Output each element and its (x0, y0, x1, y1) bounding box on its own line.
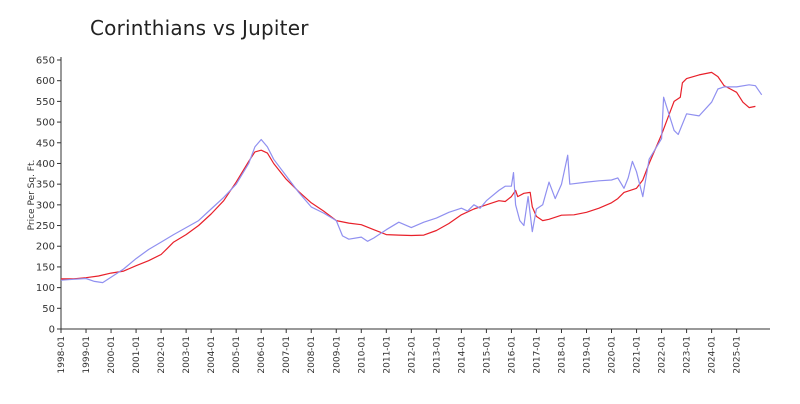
x-tick-label: 1998-01 (57, 336, 67, 374)
x-tick-label: 2008-01 (307, 336, 317, 374)
x-tick-label: 2019-01 (582, 336, 592, 374)
axes: 0 50 100 150 200 250 300 350 400 450 500 550 600 650 1… (36, 56, 770, 374)
y-tick-label: 600 (36, 76, 55, 87)
x-tick-label: 2023-01 (683, 336, 693, 374)
y-tick-label: 100 (36, 283, 55, 294)
x-tick-label: 2012-01 (407, 336, 417, 374)
y-tick-label: 400 (36, 159, 55, 170)
y-tick-label: 50 (42, 304, 55, 315)
chart-title: Corinthians vs Jupiter (90, 16, 309, 40)
x-tick-label: 2022-01 (658, 336, 668, 374)
x-tick-label: 2024-01 (708, 336, 718, 374)
y-tick-label: 300 (36, 200, 55, 211)
y-tick-label: 450 (36, 138, 55, 149)
series-line-2 (60, 84, 763, 284)
x-tick-label: 2014-01 (457, 336, 467, 374)
x-tick-label: 2016-01 (507, 336, 517, 374)
x-tick-label: 2000-01 (107, 336, 117, 374)
y-axis-label: Price Per Sq. Ft. (27, 160, 37, 231)
x-tick-label: 2018-01 (557, 336, 567, 374)
x-tick-label: 2001-01 (132, 336, 142, 374)
x-tick-label: 2025-01 (733, 336, 743, 374)
series-layer (60, 71, 763, 284)
x-tick-label: 2005-01 (232, 336, 242, 374)
x-tick-label: 2004-01 (207, 336, 217, 374)
x-tick-label: 2010-01 (357, 336, 367, 374)
x-tick-label: 2013-01 (432, 336, 442, 374)
x-tick-label: 2006-01 (257, 336, 267, 374)
x-tick-label: 2009-01 (332, 336, 342, 374)
series-line-1 (61, 71, 756, 280)
x-tick-label: 2011-01 (382, 336, 392, 374)
x-tick-label: 2015-01 (482, 336, 492, 374)
y-tick-label: 0 (49, 325, 55, 336)
y-tick-label: 650 (36, 56, 55, 67)
x-tick-label: 2021-01 (633, 336, 643, 374)
y-tick-label: 550 (36, 97, 55, 108)
x-tick-label: 2017-01 (532, 336, 542, 374)
x-tick-label: 2002-01 (157, 336, 167, 374)
y-tick-label: 500 (36, 118, 55, 129)
x-tick-label: 2020-01 (608, 336, 618, 374)
y-tick-label: 250 (36, 221, 55, 232)
x-tick-label: 2003-01 (182, 336, 192, 374)
y-tick-label: 150 (36, 262, 55, 273)
x-tick-label: 2007-01 (282, 336, 292, 374)
x-tick-label: 1999-01 (82, 336, 92, 374)
y-tick-label: 200 (36, 242, 55, 253)
y-tick-label: 350 (36, 180, 55, 191)
